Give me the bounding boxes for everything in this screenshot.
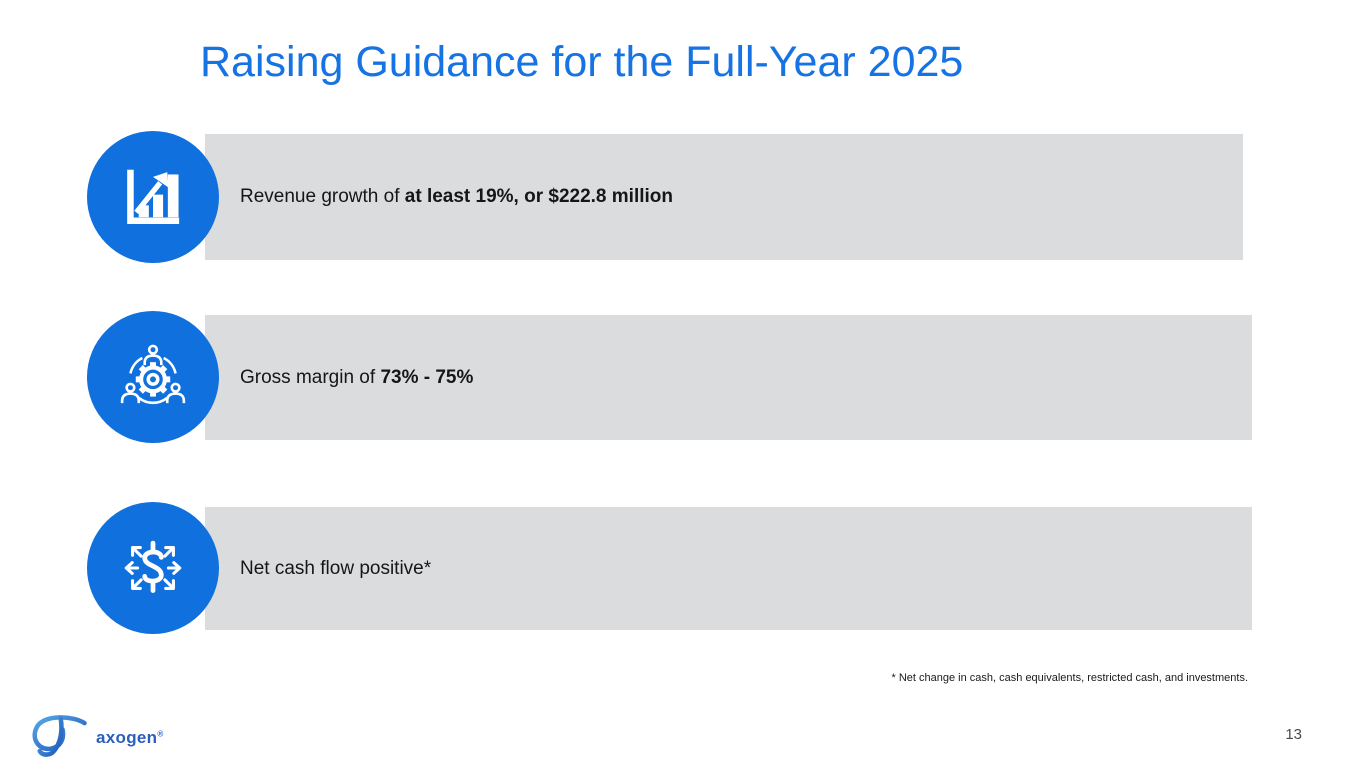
row-text-gross-margin: Gross margin of 73% - 75% [240,367,473,389]
axogen-logo: axogen® [26,710,164,760]
row-text-cash-flow: Net cash flow positive* [240,558,431,580]
revenue-icon-circle [87,131,219,263]
registered-mark: ® [157,729,164,739]
cash-flow-icon-circle [87,502,219,634]
footnote: * Net change in cash, cash equivalents, … [891,672,1248,684]
row-prefix: Revenue growth of [240,186,405,207]
guidance-bar-revenue: Revenue growth of at least 19%, or $222.… [205,134,1243,260]
row-prefix: Gross margin of [240,366,381,388]
row-prefix: Net cash flow positive* [240,557,432,579]
guidance-bar-cash-flow: Net cash flow positive* [205,507,1252,630]
row-emphasis: 73% - 75% [380,366,474,388]
cash-flow-arrows-icon [124,540,182,593]
page-number: 13 [1285,726,1302,743]
gross-margin-icon-circle [87,311,219,443]
row-text-revenue: Revenue growth of at least 19%, or $222.… [240,186,673,208]
guidance-bar-gross-margin: Gross margin of 73% - 75% [205,315,1252,440]
axogen-logo-mark-icon [32,715,87,757]
logo-wordmark: axogen [96,728,158,747]
slide-title: Raising Guidance for the Full-Year 2025 [200,38,964,86]
team-gear-icon [120,344,186,405]
row-emphasis: at least 19%, or $222.8 million [404,186,674,207]
bar-chart-growth-icon [127,169,180,225]
axogen-logo-text: axogen® [96,728,164,748]
